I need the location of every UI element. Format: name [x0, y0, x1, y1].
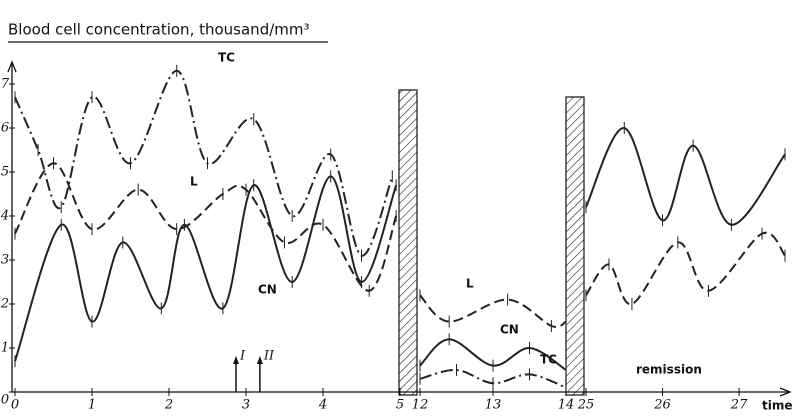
series-label: CN: [500, 323, 519, 337]
series-label: L: [466, 277, 474, 291]
x-tick-label: 14: [558, 398, 575, 413]
series-line: [14, 175, 398, 362]
series-line: [419, 294, 567, 328]
x-axis-arrow: [779, 387, 792, 397]
x-tick-label: 5: [396, 398, 404, 413]
axis-break: [565, 96, 585, 396]
y-axis-arrow: [7, 60, 17, 73]
series-label: L: [190, 175, 198, 189]
x-tick-label: 27: [730, 398, 748, 413]
x-tick-label: 26: [653, 398, 671, 413]
x-tick-label: 2: [164, 398, 173, 413]
annotation: II: [263, 349, 275, 364]
arrow-head: [256, 356, 263, 364]
note: remission: [636, 363, 702, 377]
x-tick-label: 0: [11, 398, 19, 413]
y-tick-label: 6: [1, 121, 9, 136]
series-line: [585, 231, 786, 305]
series-line: [14, 69, 394, 257]
series-line: [14, 162, 398, 292]
x-tick-label: 1: [88, 398, 96, 413]
series-label: CN: [258, 283, 277, 297]
y-tick-label: 0: [1, 393, 9, 408]
y-tick-label: 1: [1, 341, 9, 356]
x-tick-label: 12: [412, 398, 429, 413]
x-tick-label: 3: [242, 398, 250, 413]
annotation: I: [239, 349, 246, 364]
series-line: [585, 127, 786, 226]
axis-break: [398, 89, 418, 396]
x-tick-label: 25: [577, 398, 595, 413]
y-tick-label: 4: [0, 209, 9, 224]
series-label: TC: [540, 353, 557, 367]
x-axis-label: time: [762, 399, 793, 413]
y-tick-label: 5: [1, 165, 9, 180]
x-tick-label: 13: [485, 398, 502, 413]
y-tick-label: 2: [0, 297, 9, 312]
x-tick-label: 4: [318, 398, 327, 413]
y-tick-label: 3: [1, 253, 9, 268]
chart-title: Blood cell concentration, thousand/mm³: [8, 21, 310, 39]
y-tick-label: 7: [1, 77, 10, 92]
series-label: TC: [218, 51, 235, 65]
arrow-head: [232, 356, 239, 364]
